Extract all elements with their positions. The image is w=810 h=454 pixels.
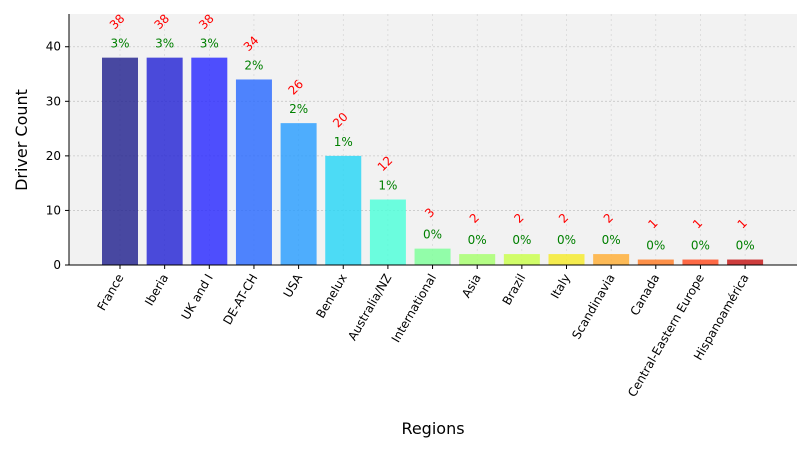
bar-7 [414, 248, 451, 265]
percent-label: 3% [200, 37, 219, 51]
x-tick-label: Canada [627, 272, 662, 319]
x-axis-label: Regions [401, 419, 464, 438]
percent-label: 0% [646, 239, 665, 253]
x-tick-label: Central-Eastern Europe [625, 272, 707, 400]
x-tick-label: International [389, 272, 439, 345]
x-tick-label: Brazil [500, 272, 529, 308]
bar-13 [682, 259, 719, 265]
x-tick-label: DE-AT-CH [220, 272, 260, 328]
percent-label: 0% [557, 233, 576, 247]
percent-label: 2% [244, 58, 263, 72]
x-tick-label: Italy [548, 272, 573, 302]
bar-4 [280, 123, 317, 265]
x-tick-label: USA [281, 271, 306, 300]
bar-9 [503, 254, 540, 265]
bar-2 [191, 57, 228, 265]
percent-label: 0% [691, 239, 710, 253]
bar-14 [727, 259, 764, 265]
y-tick-label: 0 [53, 258, 61, 272]
percent-label: 0% [423, 228, 442, 242]
grid-lines [69, 14, 797, 265]
bar-0 [102, 57, 138, 265]
percent-label: 0% [736, 239, 755, 253]
bars [102, 57, 764, 265]
percent-label: 0% [602, 233, 621, 247]
percent-label: 2% [289, 102, 308, 116]
percent-label: 0% [512, 233, 531, 247]
percent-label: 3% [155, 37, 174, 51]
y-tick-label: 20 [46, 149, 61, 163]
plot-area [69, 14, 797, 265]
y-axis-label: Driver Count [12, 89, 31, 191]
x-tick-label: Scandinavia [569, 272, 618, 342]
bar-11 [593, 254, 630, 265]
y-tick-label: 40 [46, 40, 61, 54]
percent-label: 1% [334, 135, 353, 149]
x-tick-label: Iberia [142, 272, 171, 309]
bar-8 [459, 254, 496, 265]
x-tick-label: UK and I [179, 272, 216, 323]
y-tick-label: 30 [46, 94, 61, 108]
axes [65, 14, 797, 269]
x-tick-label: Benelux [313, 272, 349, 321]
x-tick-label: Asia [459, 272, 484, 301]
bar-12 [637, 259, 674, 265]
bar-6 [369, 199, 406, 265]
bar-10 [548, 254, 585, 265]
bar-5 [325, 155, 362, 265]
percent-label: 3% [110, 37, 129, 51]
x-tick-label: Australia/NZ [345, 272, 394, 343]
percent-label: 1% [378, 179, 397, 193]
y-tick-label: 10 [46, 203, 61, 217]
percent-label: 0% [468, 233, 487, 247]
bar-1 [146, 57, 183, 265]
bar-3 [235, 79, 272, 265]
x-tick-label: France [95, 272, 127, 314]
